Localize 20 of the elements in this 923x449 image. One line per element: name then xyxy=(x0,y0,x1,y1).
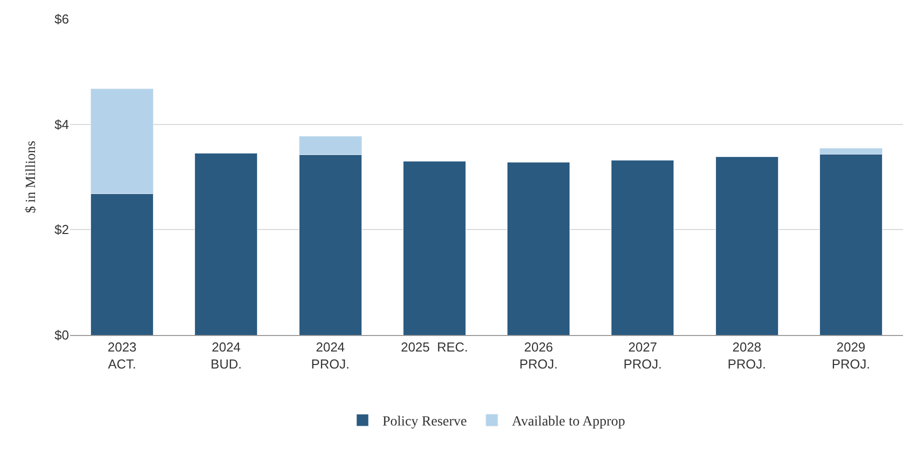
bar xyxy=(194,153,258,335)
y-tick-label: $4 xyxy=(54,116,69,132)
bar xyxy=(507,162,570,335)
x-tick-label: 2024 PROJ. xyxy=(311,340,350,372)
bar xyxy=(611,160,674,335)
x-tick-label: 2025 REC. xyxy=(400,340,468,355)
y-axis-title: $ in Millions xyxy=(24,140,40,214)
bar xyxy=(715,156,778,335)
x-tick-label: 2027 PROJ. xyxy=(624,340,662,372)
y-tick-label: $2 xyxy=(54,222,69,238)
x-tick-label: 2029 PROJ. xyxy=(832,340,870,372)
x-tick-label: 2024 BUD. xyxy=(210,340,242,372)
y-tick-label: $6 xyxy=(54,12,69,27)
bar xyxy=(402,160,466,335)
x-tick-label: 2028 PROJ. xyxy=(728,340,766,372)
x-tick-label: 2026 PROJ. xyxy=(519,340,558,372)
x-tick-label: 2023 ACT. xyxy=(108,340,137,372)
legend-label: Policy Reserve xyxy=(382,414,467,430)
legend-label: Available to Approp xyxy=(512,414,626,430)
y-tick-label: $0 xyxy=(54,328,69,343)
